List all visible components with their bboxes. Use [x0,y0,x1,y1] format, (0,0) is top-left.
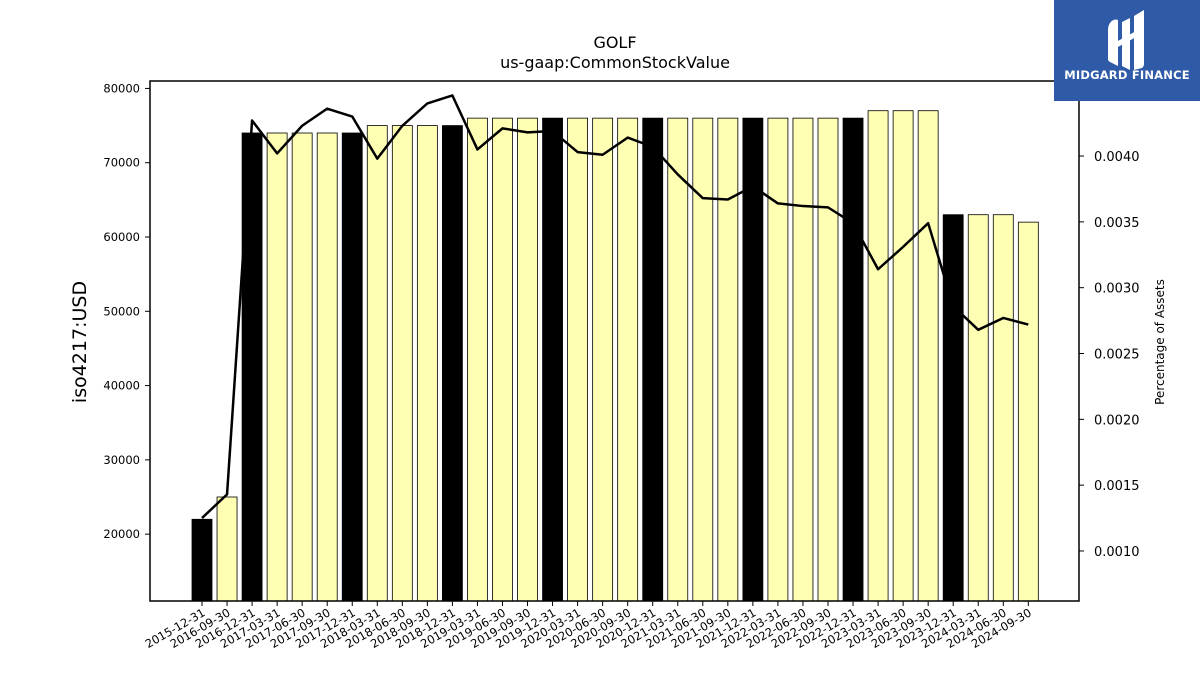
bar-2019-03-31 [467,117,488,602]
bars-layer [191,110,1039,602]
midgard-finance-logo: MIDGARD FINANCE [1054,0,1200,101]
y2-axis-label: Percentage of Assets [1153,279,1167,405]
y2-tick-label: 0.0010 [1094,545,1140,560]
y2-tick-label: 0.0030 [1094,282,1140,297]
bar-2022-09-30 [817,117,839,602]
bar-2017-09-30 [316,132,338,602]
bar-2024-09-30 [1017,221,1039,602]
bar-2023-06-30 [892,110,914,602]
bar-2020-06-30 [592,117,614,602]
y-tick-label: 50000 [103,304,140,318]
bar-2016-09-30 [216,496,238,602]
bar-2020-12-31 [642,117,664,602]
y2-tick-label: 0.0025 [1094,348,1140,363]
y-tick-label: 40000 [103,379,140,393]
y-tick-label: 60000 [103,230,140,244]
bar-2022-12-31 [842,117,864,602]
bar-2023-12-31 [942,214,964,602]
y-tick-label: 30000 [103,453,140,467]
bar-2021-09-30 [717,117,739,602]
plot-frame [149,80,1080,602]
bar-2018-06-30 [391,125,413,602]
bar-2020-03-31 [567,117,588,602]
logo-text: MIDGARD FINANCE [1064,68,1190,82]
bar-2021-03-31 [667,117,689,602]
y2-tick-label: 0.0040 [1094,150,1140,165]
bar-2020-09-30 [617,117,639,602]
bar-2018-09-30 [416,125,438,602]
y-tick-label: 70000 [103,156,140,170]
chart-title: GOLF [593,33,636,52]
bar-2019-09-30 [517,117,538,602]
bar-2023-03-31 [867,110,889,602]
y2-tick-label: 0.0015 [1094,479,1140,494]
bar-2022-06-30 [792,117,814,602]
bar-2022-03-31 [767,117,789,602]
y-tick-label: 20000 [103,527,140,541]
y-axis-label: iso4217:USD [69,281,91,403]
bar-2017-12-31 [341,132,363,602]
bar-2019-12-31 [542,117,563,602]
midgard-logo-icon [1108,10,1144,70]
y2-tick-label: 0.0020 [1094,413,1140,428]
bar-2018-12-31 [441,125,463,602]
bar-2024-06-30 [992,214,1014,602]
bar-2018-03-31 [366,125,388,602]
bar-2023-09-30 [917,110,939,602]
line-layer [201,94,1029,519]
bar-2019-06-30 [492,117,513,602]
bar-2017-06-30 [291,132,313,602]
chart-subtitle: us-gaap:CommonStockValue [500,53,730,72]
y-tick-label: 80000 [103,81,140,95]
percentage-line [201,94,1029,519]
bar-2024-03-31 [967,214,989,602]
bar-2016-12-31 [241,132,263,602]
y2-tick-label: 0.0035 [1094,216,1140,231]
bar-2015-12-31 [191,518,213,602]
bar-2017-03-31 [266,132,288,602]
